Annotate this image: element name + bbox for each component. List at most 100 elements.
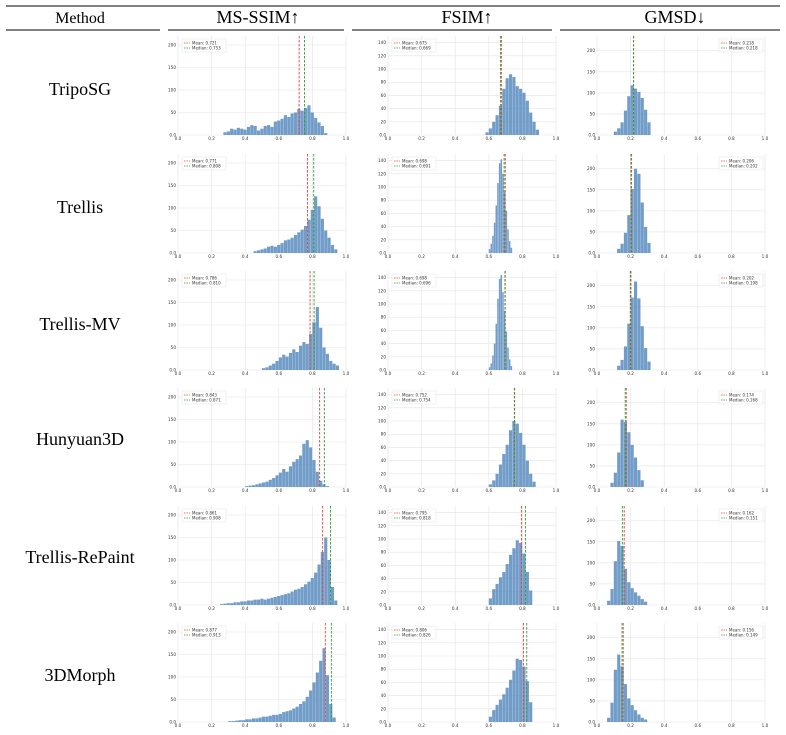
histogram-bar [267, 246, 271, 253]
y-tick-label: 80 [381, 80, 387, 85]
histogram-bar [627, 323, 631, 370]
legend-mean-label: Mean: 0.806 [402, 627, 427, 632]
x-tick-label: 0.8 [728, 488, 735, 493]
x-tick-label: 0.0 [175, 254, 182, 259]
y-tick-label: 60 [381, 445, 387, 450]
histogram-bar [250, 600, 254, 605]
x-tick-label: 0.4 [242, 723, 249, 728]
y-tick-label: 150 [587, 304, 595, 309]
row-label-trellis-repaint: Trellis-RePaint [25, 547, 134, 567]
histogram-bar [268, 365, 272, 370]
x-tick-label: 0.2 [208, 136, 215, 141]
histogram-bar [532, 481, 536, 487]
histogram-bar [263, 599, 267, 605]
x-tick-label: 0.4 [452, 254, 459, 259]
histogram-bar [288, 710, 293, 722]
histogram-bar [510, 247, 513, 253]
histogram-bar [325, 353, 329, 370]
histogram-bar [637, 298, 641, 370]
histogram-bar [236, 127, 240, 135]
y-tick-label: 100 [168, 323, 176, 328]
histogram-bar [510, 366, 513, 370]
histogram-bar [633, 592, 638, 605]
legend-box [391, 625, 437, 640]
histogram-bar [226, 603, 230, 605]
histogram-bar [512, 76, 516, 135]
histogram-bar [275, 475, 279, 487]
x-tick-label: 0.6 [694, 606, 701, 611]
histogram-bar [647, 361, 651, 370]
histogram-bar [260, 249, 264, 253]
histogram-bar [335, 365, 340, 370]
histogram-bar [492, 589, 496, 605]
y-tick-label: 140 [378, 510, 386, 515]
histogram-bar [295, 706, 299, 722]
histogram-bar [630, 444, 634, 487]
y-tick-label: 50 [590, 229, 596, 234]
histogram-bar [260, 128, 264, 135]
histogram-bar [633, 88, 638, 135]
histogram-bar [613, 669, 617, 722]
histogram-bar [637, 714, 641, 722]
histogram-triposg-fsim: 0.0 0.2 0.4 0.6 0.8 1.0 0.0 20 40 60 80 100 120 140 Me… [378, 36, 560, 141]
x-tick-label: 0.8 [309, 254, 316, 259]
histogram-bar [253, 599, 257, 605]
y-tick-label: 50 [171, 228, 177, 233]
x-tick-label: 0.4 [452, 371, 459, 376]
legend-median-label: Median: 0.669 [402, 45, 431, 50]
y-tick-label: 0.0 [379, 603, 386, 608]
histogram-bar [647, 122, 651, 135]
x-tick-label: 1.0 [343, 723, 350, 728]
x-tick-label: 0.4 [242, 254, 249, 259]
legend-mean-label: Mean: 0.752 [402, 392, 427, 397]
y-tick-label: 0.0 [169, 251, 176, 256]
histogram-bar [522, 666, 526, 722]
x-tick-label: 1.0 [553, 606, 560, 611]
histogram-bar [502, 88, 506, 135]
histogram-bar [246, 600, 251, 605]
histogram-bar [498, 278, 501, 370]
histogram-bar [267, 598, 271, 605]
histogram-bar [627, 698, 631, 722]
histogram-bar [287, 593, 291, 605]
histogram-bar [233, 602, 237, 605]
histogram-hunyuan3d-gmsd: 0.0 0.2 0.4 0.6 0.8 1.0 0.0 50 100 150 200 Mean: 0.… [587, 388, 769, 493]
x-tick-label: 0.4 [661, 723, 668, 728]
legend-box [181, 38, 227, 53]
x-tick-label: 0.2 [418, 254, 425, 259]
histogram-bar [275, 361, 279, 370]
histogram-trellis-mv-gmsd: 0.0 0.2 0.4 0.6 0.8 1.0 0.0 50 100 150 200 Mean: 0.… [587, 271, 769, 376]
histogram-bar [502, 173, 504, 253]
legend-median-label: Median: 0.151 [729, 515, 758, 520]
x-tick-label: 0.6 [275, 488, 282, 493]
histogram-hunyuan3d-fsim: 0.0 0.2 0.4 0.6 0.8 1.0 0.0 20 40 60 80 100 120 140 Me… [378, 388, 560, 493]
x-tick-label: 0.0 [594, 371, 601, 376]
header-method: Method [55, 10, 105, 27]
y-tick-label: 140 [378, 627, 386, 632]
x-tick-label: 0.6 [485, 254, 492, 259]
legend-median-label: Median: 0.754 [402, 397, 431, 402]
histogram-bar [525, 681, 529, 722]
histogram-bar [330, 587, 335, 605]
histogram-bar [297, 588, 301, 605]
y-tick-label: 60 [381, 563, 387, 568]
x-tick-label: 1.0 [343, 136, 350, 141]
histogram-3dmorph-ms-ssim: 0.0 0.2 0.4 0.6 0.8 1.0 0.0 50 100 150 200 Mean: 0.… [168, 623, 350, 728]
histogram-bar [256, 130, 261, 135]
histogram-bar [502, 694, 506, 722]
y-tick-label: 0.0 [588, 603, 595, 608]
x-tick-label: 0.6 [485, 371, 492, 376]
histogram-bar [248, 719, 252, 722]
x-tick-label: 0.4 [452, 606, 459, 611]
histogram-bar [630, 297, 634, 370]
histogram-bar [314, 196, 318, 253]
histogram-bar [233, 129, 237, 135]
x-tick-label: 0.8 [519, 488, 526, 493]
histogram-bar [492, 235, 494, 253]
histogram-bar [290, 113, 294, 135]
y-tick-label: 200 [587, 48, 595, 53]
histogram-bar [325, 486, 329, 487]
histogram-bar [508, 74, 513, 135]
y-tick-label: 60 [381, 680, 387, 685]
y-tick-label: 0.0 [169, 133, 176, 138]
